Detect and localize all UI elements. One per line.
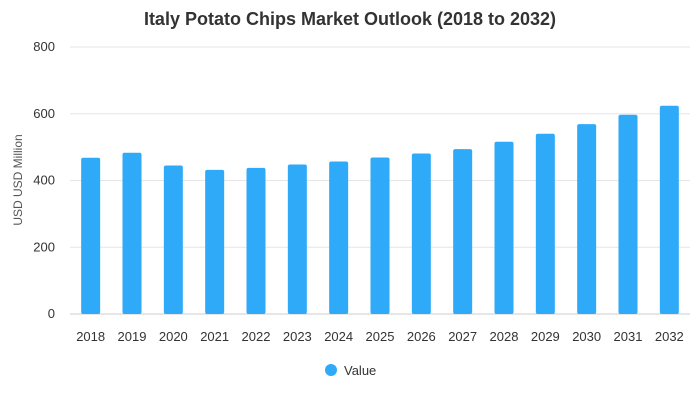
x-tick-label: 2021 bbox=[200, 329, 229, 344]
x-axis-ticks: 2018 2019 2020 2021 2022 2023 2024 2025 2026 2027… bbox=[76, 329, 684, 344]
x-tick-label: 2024 bbox=[324, 329, 353, 344]
y-tick-label: 800 bbox=[33, 39, 55, 54]
y-tick-label: 600 bbox=[33, 106, 55, 121]
x-tick-label: 2022 bbox=[242, 329, 271, 344]
bar-2019[interactable] bbox=[122, 152, 142, 314]
bar-2030[interactable] bbox=[577, 124, 597, 314]
bar-2026[interactable] bbox=[411, 153, 431, 314]
bar-2027[interactable] bbox=[453, 149, 473, 314]
bar-2022[interactable] bbox=[246, 167, 266, 314]
x-tick-label: 2018 bbox=[76, 329, 105, 344]
y-tick-label: 400 bbox=[33, 173, 55, 188]
bar-2023[interactable] bbox=[287, 164, 307, 314]
x-tick-label: 2020 bbox=[159, 329, 188, 344]
x-tick-label: 2026 bbox=[407, 329, 436, 344]
y-tick-label: 200 bbox=[33, 239, 55, 254]
x-tick-label: 2023 bbox=[283, 329, 312, 344]
bar-2031[interactable] bbox=[618, 114, 638, 314]
bar-2028[interactable] bbox=[494, 141, 514, 314]
y-tick-label: 0 bbox=[48, 306, 55, 321]
y-axis-label: USD USD Million bbox=[11, 134, 25, 225]
legend-marker bbox=[325, 364, 337, 376]
x-tick-label: 2030 bbox=[572, 329, 601, 344]
chart-title: Italy Potato Chips Market Outlook (2018 … bbox=[144, 9, 556, 29]
x-tick-label: 2028 bbox=[490, 329, 519, 344]
x-tick-label: 2019 bbox=[118, 329, 147, 344]
bar-2032[interactable] bbox=[659, 105, 679, 315]
bar-2024[interactable] bbox=[329, 161, 349, 314]
x-tick-label: 2025 bbox=[366, 329, 395, 344]
legend[interactable]: Value bbox=[325, 363, 376, 378]
x-tick-label: 2032 bbox=[655, 329, 684, 344]
legend-label: Value bbox=[344, 363, 376, 378]
x-tick-label: 2027 bbox=[448, 329, 477, 344]
y-axis-ticks: 0 200 400 600 800 bbox=[33, 39, 55, 321]
bars bbox=[81, 105, 679, 315]
bar-2020[interactable] bbox=[163, 165, 183, 314]
bar-2018[interactable] bbox=[81, 157, 101, 314]
x-tick-label: 2031 bbox=[614, 329, 643, 344]
bar-2021[interactable] bbox=[205, 169, 225, 314]
bar-2025[interactable] bbox=[370, 157, 390, 314]
x-tick-label: 2029 bbox=[531, 329, 560, 344]
bar-2029[interactable] bbox=[535, 133, 555, 314]
